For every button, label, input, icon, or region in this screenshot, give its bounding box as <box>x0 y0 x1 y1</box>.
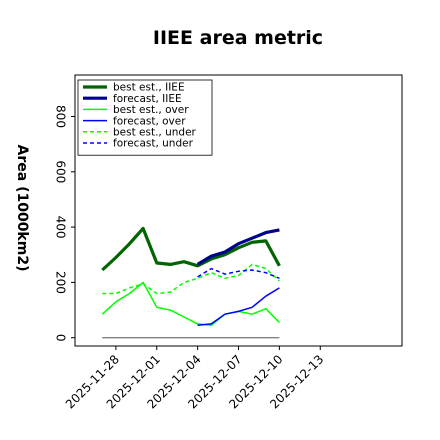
y-tick-label: 0 <box>54 334 68 342</box>
chart-title: IIEE area metric <box>153 27 323 49</box>
series-line-2 <box>101 281 280 327</box>
legend-label: forecast, over <box>113 115 186 127</box>
legend-label: forecast, under <box>113 138 194 150</box>
series-line-1 <box>196 228 280 266</box>
y-axis-label: Area (1000km2) <box>14 145 30 272</box>
legend-label: best est., under <box>113 127 197 139</box>
legend-label: best est., IIEE <box>113 82 185 94</box>
y-tick-label: 400 <box>54 216 68 239</box>
y-tick-label: 200 <box>54 271 68 294</box>
series-line-4 <box>102 263 280 295</box>
legend-label: forecast, IIEE <box>113 93 182 105</box>
legend-label: best est., over <box>113 104 189 116</box>
y-tick-label: 600 <box>54 160 68 183</box>
plot-area <box>101 226 281 339</box>
series-line-5 <box>197 267 280 279</box>
y-tick-label: 800 <box>54 105 68 128</box>
series-line-3 <box>197 287 280 327</box>
series-line-0 <box>101 226 281 272</box>
